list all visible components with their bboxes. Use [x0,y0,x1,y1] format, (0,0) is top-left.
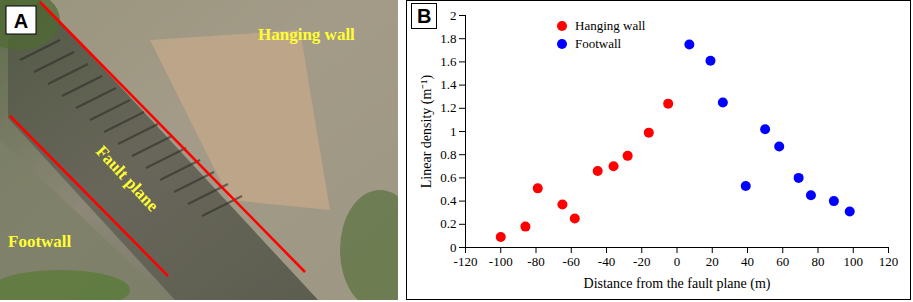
svg-text:100: 100 [844,254,864,269]
svg-text:Footwall: Footwall [8,232,72,251]
svg-text:0: 0 [674,254,681,269]
svg-text:120: 120 [879,254,899,269]
svg-text:-20: -20 [633,254,650,269]
svg-text:-120: -120 [454,254,478,269]
svg-text:Hanging wall: Hanging wall [258,25,355,44]
svg-text:0: 0 [450,240,457,255]
svg-text:20: 20 [706,254,719,269]
html-text:B: B [417,5,432,27]
svg-text:0.2: 0.2 [440,216,456,231]
svg-text:0.8: 0.8 [440,147,456,162]
svg-text:0.6: 0.6 [440,170,457,185]
html-text:Footwall: Footwall [575,36,622,51]
svg-text:-60: -60 [563,254,580,269]
svg-text:Distance from the fault plane: Distance from the fault plane (m) [584,276,771,292]
svg-text:1.4: 1.4 [440,77,457,92]
svg-text:40: 40 [741,254,754,269]
svg-text:60: 60 [776,254,789,269]
svg-text:Linear density (m⁻¹): Linear density (m⁻¹) [419,74,435,188]
svg-text:1.8: 1.8 [440,31,456,46]
svg-text:Fault plane: Fault plane [92,142,163,216]
svg-text:A: A [14,10,28,32]
svg-text:0.4: 0.4 [440,193,457,208]
svg-text:1.6: 1.6 [440,54,457,69]
svg-text:-40: -40 [598,254,615,269]
svg-text:1: 1 [450,124,457,139]
svg-text:-80: -80 [527,254,544,269]
svg-text:2: 2 [450,8,457,23]
svg-text:1.2: 1.2 [440,100,456,115]
svg-text:-100: -100 [489,254,513,269]
svg-text:80: 80 [812,254,825,269]
html-text:Hanging wall: Hanging wall [575,18,646,33]
